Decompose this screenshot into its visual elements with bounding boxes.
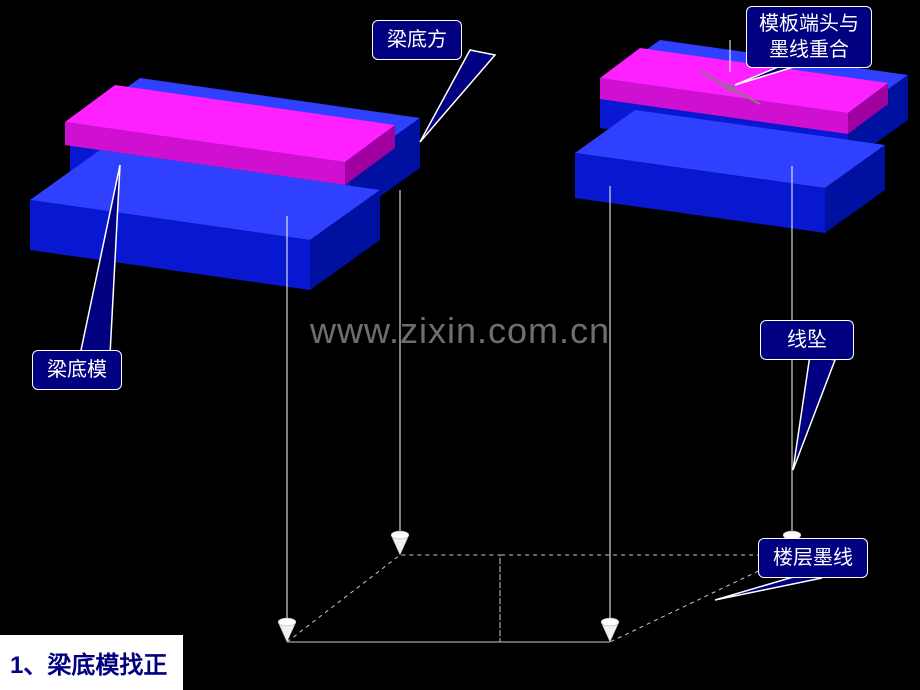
- callout-plumb-bob: 线坠: [760, 320, 854, 360]
- callout-label-l1: 模板端头与: [759, 13, 859, 35]
- callout-label: 线坠: [787, 329, 827, 351]
- callout-beam-bottom-square: 梁底方: [372, 20, 462, 60]
- callout-label: 楼层墨线: [773, 547, 853, 569]
- slide-title: 1、梁底模找正: [0, 635, 183, 690]
- callout-tail-plumb: [793, 355, 835, 470]
- callout-template-align: 模板端头与 墨线重合: [746, 6, 872, 68]
- plumb-bobs: [278, 531, 801, 642]
- callout-beam-bottom-form: 梁底模: [32, 350, 122, 390]
- floor-ink-outline: [287, 555, 792, 642]
- callout-label-l2: 墨线重合: [769, 39, 849, 61]
- callout-tail-bds: [420, 50, 495, 142]
- callout-label: 梁底模: [47, 359, 107, 381]
- callout-floor-ink-line: 楼层墨线: [758, 538, 868, 578]
- callout-tail-floor: [715, 575, 822, 600]
- callout-label: 梁底方: [387, 29, 447, 51]
